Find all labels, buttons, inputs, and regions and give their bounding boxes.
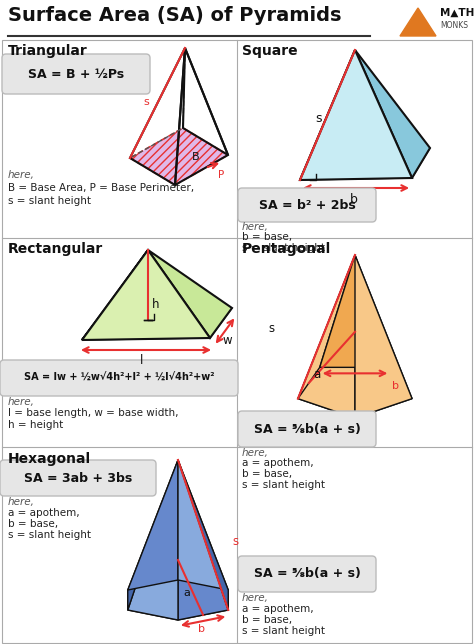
Text: s: s — [232, 535, 238, 548]
Text: h: h — [152, 298, 159, 311]
Text: here,: here, — [242, 593, 269, 603]
Polygon shape — [178, 460, 228, 610]
Text: Rectangular: Rectangular — [8, 242, 103, 256]
Text: SA = lw + ½w√4h²+l² + ½l√4h²+w²: SA = lw + ½w√4h²+l² + ½l√4h²+w² — [24, 373, 214, 383]
Text: l: l — [140, 354, 143, 367]
Polygon shape — [128, 460, 178, 590]
Text: a: a — [183, 588, 190, 598]
Polygon shape — [298, 255, 355, 399]
Text: h = height: h = height — [8, 420, 63, 430]
Text: MONKS: MONKS — [440, 21, 468, 30]
Polygon shape — [355, 50, 430, 178]
Text: here,: here, — [8, 170, 35, 180]
FancyBboxPatch shape — [238, 411, 376, 447]
Text: s: s — [268, 322, 274, 335]
Text: SA = ⅝b(a + s): SA = ⅝b(a + s) — [254, 567, 360, 580]
Text: b: b — [350, 193, 358, 206]
Text: b = base,: b = base, — [242, 232, 292, 242]
Text: s: s — [144, 97, 149, 107]
Polygon shape — [400, 8, 436, 36]
Text: a = apothem,: a = apothem, — [242, 604, 314, 614]
Text: b = base,: b = base, — [242, 469, 292, 479]
Text: b: b — [392, 381, 399, 392]
Text: Square: Square — [242, 44, 298, 58]
Polygon shape — [355, 255, 412, 418]
Text: SA = b² + 2bs: SA = b² + 2bs — [259, 198, 356, 211]
Text: here,: here, — [8, 497, 35, 507]
Polygon shape — [82, 250, 148, 340]
Text: s = slant height: s = slant height — [242, 626, 325, 636]
Text: here,: here, — [242, 222, 269, 232]
Polygon shape — [298, 255, 355, 418]
Polygon shape — [148, 250, 232, 338]
FancyBboxPatch shape — [238, 188, 376, 222]
Polygon shape — [82, 250, 210, 340]
Text: here,: here, — [8, 397, 35, 407]
Polygon shape — [130, 128, 228, 185]
Text: here,: here, — [242, 448, 269, 458]
Text: s = slant height: s = slant height — [242, 480, 325, 490]
FancyBboxPatch shape — [238, 556, 376, 592]
FancyBboxPatch shape — [0, 360, 238, 396]
Polygon shape — [355, 255, 412, 399]
Text: a = apothem,: a = apothem, — [242, 458, 314, 468]
Text: s = slant height: s = slant height — [8, 530, 91, 540]
Text: Hexagonal: Hexagonal — [8, 452, 91, 466]
Text: M▲TH: M▲TH — [440, 8, 474, 18]
Polygon shape — [82, 308, 232, 340]
Text: s: s — [315, 112, 321, 125]
Text: P: P — [218, 170, 224, 180]
Text: w: w — [223, 334, 233, 347]
FancyBboxPatch shape — [0, 460, 156, 496]
Text: a = apothem,: a = apothem, — [8, 508, 80, 518]
Polygon shape — [300, 50, 355, 180]
Text: B: B — [192, 152, 200, 162]
FancyBboxPatch shape — [2, 54, 150, 94]
Text: Triangular: Triangular — [8, 44, 88, 58]
Polygon shape — [178, 460, 228, 620]
Polygon shape — [320, 255, 390, 367]
Text: B = Base Area, P = Base Perimeter,: B = Base Area, P = Base Perimeter, — [8, 183, 194, 193]
Polygon shape — [300, 50, 412, 180]
Text: SA = B + ½Ps: SA = B + ½Ps — [28, 68, 124, 80]
Text: Pentagonal: Pentagonal — [242, 242, 331, 256]
Text: s = slant height: s = slant height — [8, 196, 91, 206]
Polygon shape — [178, 460, 228, 590]
Polygon shape — [128, 460, 178, 620]
Text: b = base,: b = base, — [8, 519, 58, 529]
Text: s = slant height: s = slant height — [242, 243, 325, 253]
Text: SA = 3ab + 3bs: SA = 3ab + 3bs — [24, 471, 132, 484]
Text: Surface Area (SA) of Pyramids: Surface Area (SA) of Pyramids — [8, 6, 341, 25]
Text: SA = ⅝b(a + s): SA = ⅝b(a + s) — [254, 422, 360, 435]
Text: a: a — [313, 368, 320, 381]
Polygon shape — [298, 367, 412, 418]
Polygon shape — [300, 148, 430, 180]
Polygon shape — [128, 580, 228, 620]
Text: b: b — [198, 624, 205, 634]
Polygon shape — [128, 460, 178, 610]
Text: b = base,: b = base, — [242, 615, 292, 625]
Text: l = base length, w = base width,: l = base length, w = base width, — [8, 408, 179, 418]
